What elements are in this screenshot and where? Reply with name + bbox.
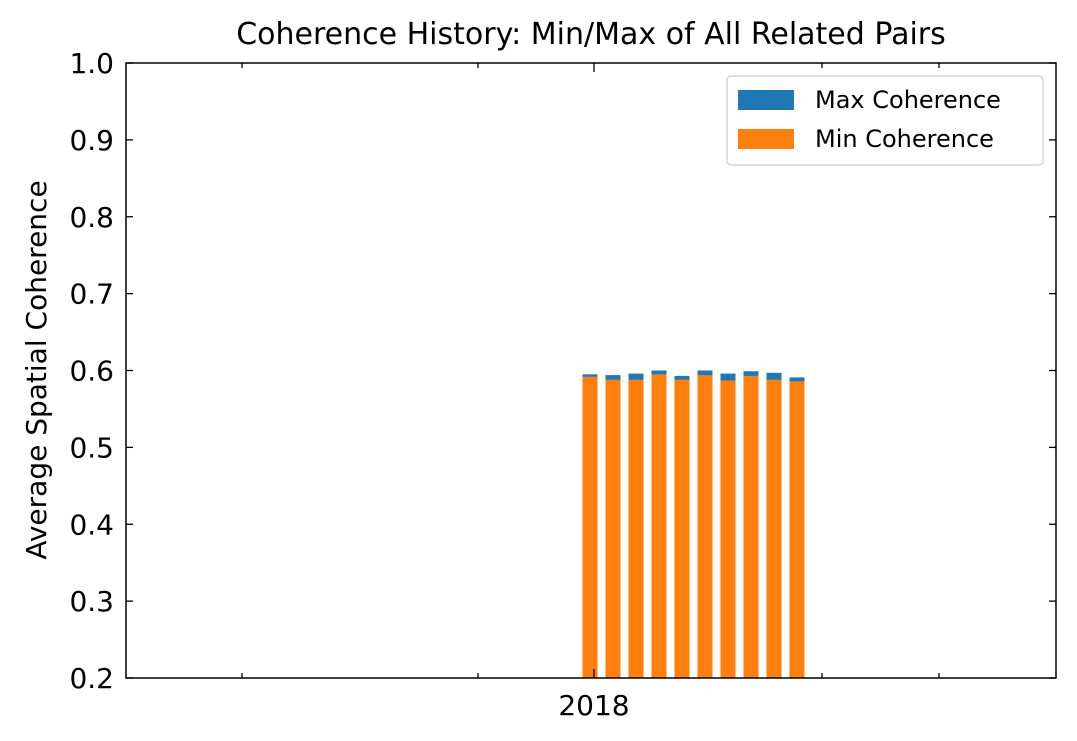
chart-title: Coherence History: Min/Max of All Relate… bbox=[236, 17, 946, 52]
bar-min-coherence bbox=[743, 375, 759, 678]
bar-min-coherence bbox=[605, 379, 621, 678]
y-tick-label: 0.7 bbox=[69, 278, 114, 311]
bar-min-coherence bbox=[651, 374, 667, 678]
bar-min-coherence bbox=[720, 380, 736, 678]
y-tick-label: 0.3 bbox=[69, 585, 114, 618]
y-tick-label: 0.8 bbox=[69, 201, 114, 234]
bar-min-coherence bbox=[674, 379, 690, 678]
bar-min-coherence bbox=[628, 379, 644, 678]
legend-label-max-coherence: Max Coherence bbox=[815, 86, 1001, 114]
bar-min-coherence bbox=[789, 381, 805, 678]
legend-label-min-coherence: Min Coherence bbox=[815, 125, 994, 153]
legend-swatch-min-coherence bbox=[738, 129, 794, 149]
plot-frame bbox=[125, 62, 1057, 679]
y-tick-label: 1.0 bbox=[69, 47, 114, 80]
y-tick-label: 0.4 bbox=[69, 508, 114, 541]
y-tick-label: 0.5 bbox=[69, 431, 114, 464]
bar-min-coherence bbox=[582, 376, 598, 678]
y-ticks-group: 0.2 0.3 0.4 0.5 0.6 0.7 0.8 0.9 1.0 bbox=[69, 47, 1056, 695]
bars-group bbox=[582, 370, 805, 678]
bar-min-coherence bbox=[697, 375, 713, 678]
legend-swatch-max-coherence bbox=[738, 90, 794, 110]
y-tick-label: 0.6 bbox=[69, 355, 114, 388]
x-ticks-group: 2018 bbox=[241, 63, 940, 722]
bar-min-coherence bbox=[766, 379, 782, 678]
y-axis-label: Average Spatial Coherence bbox=[20, 180, 53, 559]
legend: Max Coherence Min Coherence bbox=[726, 75, 1044, 166]
y-tick-label: 0.2 bbox=[69, 662, 114, 695]
y-tick-label: 0.9 bbox=[69, 124, 114, 157]
legend-box bbox=[726, 75, 1044, 166]
x-tick-label: 2018 bbox=[558, 689, 629, 722]
